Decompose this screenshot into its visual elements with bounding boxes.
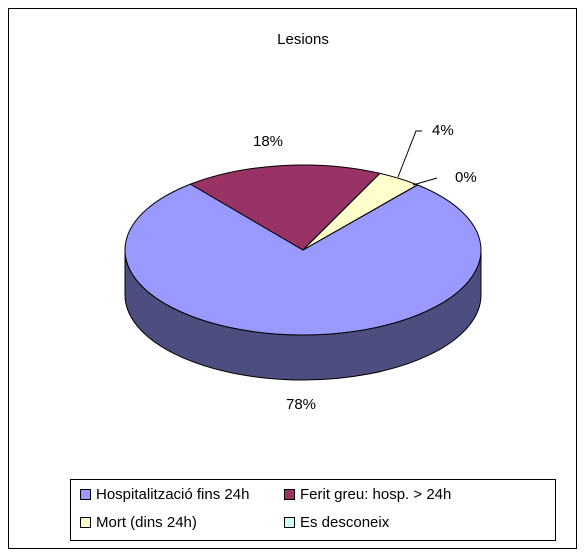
legend-label: Es desconeix [300, 514, 390, 531]
data-label: 0% [455, 169, 477, 186]
legend-swatch [284, 517, 295, 528]
legend-swatch [284, 489, 295, 500]
slice [189, 164, 381, 251]
data-label: 4% [432, 122, 454, 139]
data-label: 18% [253, 133, 283, 150]
leader-line [412, 177, 438, 186]
legend-label: Ferit greu: hosp. > 24h [300, 486, 451, 503]
legend-swatch [80, 489, 91, 500]
slice [124, 183, 482, 336]
legend-box [70, 479, 556, 541]
chart-title: Lesions [277, 31, 329, 48]
leader-line [397, 130, 422, 178]
legend-label: Hospitalització fins 24h [96, 486, 249, 503]
legend-label: Mort (dins 24h) [96, 514, 197, 531]
slice [302, 184, 418, 251]
data-label: 78% [286, 396, 316, 413]
legend-swatch [80, 517, 91, 528]
